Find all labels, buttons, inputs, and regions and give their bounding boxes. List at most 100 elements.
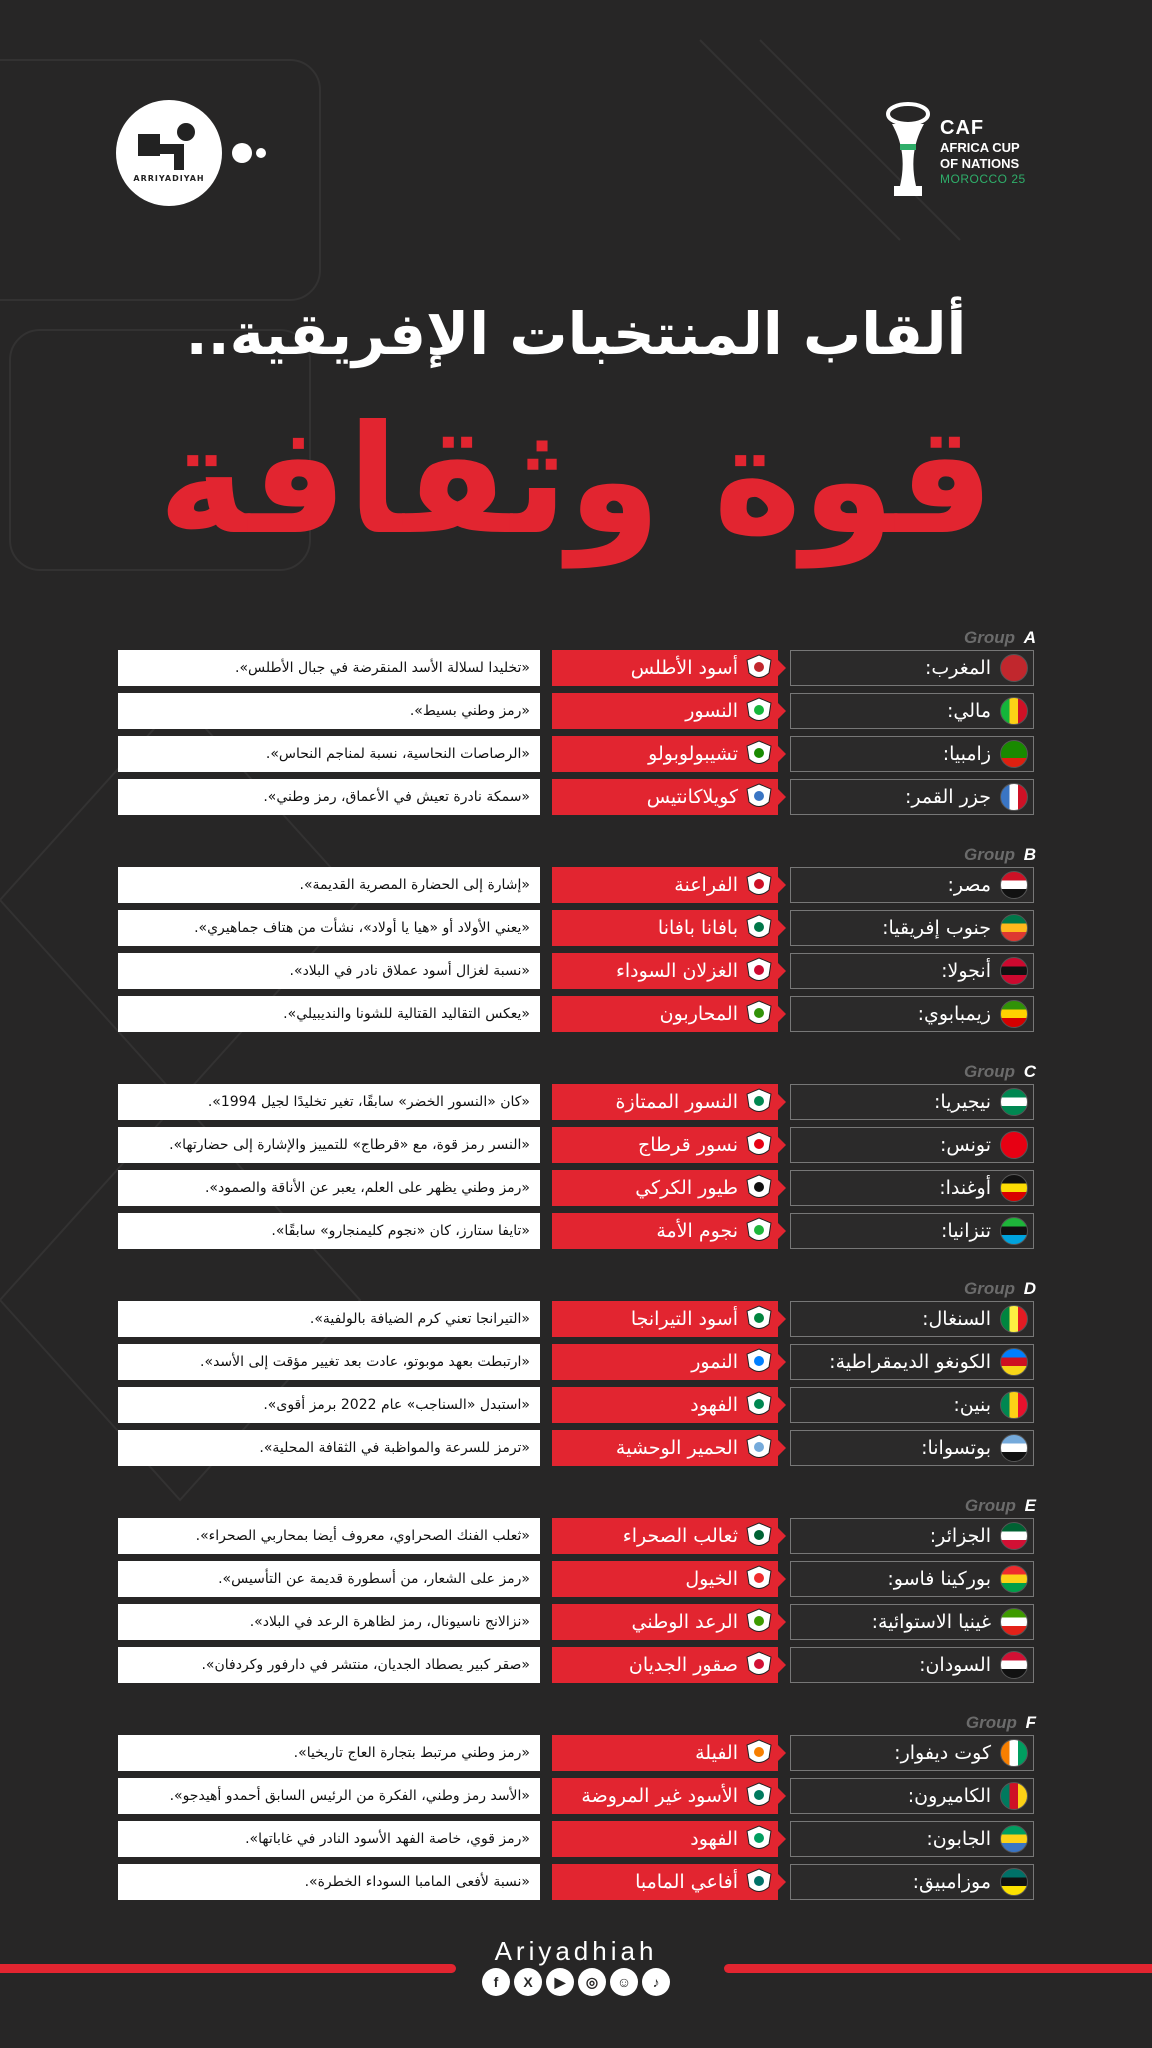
nickname-description-cell: «تخليدا لسلالة الأسد المنقرضة في جبال ال…: [118, 650, 540, 686]
country-name: زامبيا:: [942, 743, 991, 765]
team-nickname: الخيول: [685, 1568, 738, 1590]
flag-icon: [1000, 1608, 1028, 1636]
nickname-description: «تايفا ستارز، كان «نجوم كليمنجارو» سابقً…: [271, 1223, 530, 1239]
team-row: تنزانيا: نجوم الأمة «تايفا ستارز، كان «نجو…: [0, 1213, 1152, 1249]
snapchat-icon[interactable]: ☺: [610, 1968, 638, 1996]
federation-crest-icon: [744, 1824, 774, 1854]
team-nickname: تشيبولوبولو: [648, 743, 738, 765]
youtube-icon[interactable]: ▶: [546, 1968, 574, 1996]
footer-brand-name: Ariyadhiah: [494, 1936, 658, 1966]
nickname-description: «يعني الأولاد أو «هيا يا أولاد»، نشأت من…: [194, 920, 530, 936]
nickname-description-cell: «الرصاصات النحاسية، نسبة لمناجم النحاس».: [118, 736, 540, 772]
arrow-icon: [778, 703, 786, 719]
flag-icon: [1000, 1565, 1028, 1593]
brand-dots: [232, 142, 270, 163]
team-row: بوتسوانا: الحمير الوحشية «ترمز للسرعة والم…: [0, 1430, 1152, 1466]
nickname-cell: الخيول: [552, 1561, 786, 1597]
team-row: زامبيا: تشيبولوبولو «الرصاصات النحاسية، نس…: [0, 736, 1152, 772]
team-row: جنوب إفريقيا: بافانا بافانا «يعني الأولاد …: [0, 910, 1152, 946]
country-cell: الكونغو الديمقراطية:: [790, 1344, 1034, 1380]
nickname-cell: كويلاكانتيس: [552, 779, 786, 815]
nickname-description-cell: «النسر رمز قوة، مع «قرطاج» للتمييز والإش…: [118, 1127, 540, 1163]
team-row: الجابون: الفهود «رمز قوي، خاصة الفهد الأسو…: [0, 1821, 1152, 1857]
team-nickname: النسور الممتازة: [615, 1091, 738, 1113]
federation-crest-icon: [744, 782, 774, 812]
nickname-cell: الحمير الوحشية: [552, 1430, 786, 1466]
country-name: الكونغو الديمقراطية:: [829, 1351, 991, 1373]
arrow-icon: [778, 963, 786, 979]
trophy-icon: [886, 102, 930, 196]
group-letter: D: [1023, 1279, 1036, 1298]
team-nickname: بافانا بافانا: [657, 917, 738, 939]
federation-crest-icon: [744, 1130, 774, 1160]
nickname-description-cell: «ارتبطت بعهد موبوتو، عادت بعد تغيير مؤقت…: [118, 1344, 540, 1380]
nickname-cell: نجوم الأمة: [552, 1213, 786, 1249]
title-line-2: قوة وثقافة: [157, 394, 995, 568]
group-label-text: Group: [963, 1062, 1015, 1081]
facebook-icon[interactable]: f: [482, 1968, 510, 1996]
team-nickname: الفهود: [690, 1828, 738, 1850]
arrow-icon: [778, 1571, 786, 1587]
team-nickname: أفاعي المامبا: [635, 1871, 738, 1893]
nickname-description: «الرصاصات النحاسية، نسبة لمناجم النحاس».: [265, 746, 530, 762]
team-row: بوركينا فاسو: الخيول «رمز على الشعار، من أ…: [0, 1561, 1152, 1597]
caf-line-3: OF NATIONS: [940, 156, 1020, 171]
country-name: الجابون:: [926, 1828, 991, 1850]
nickname-cell: أفاعي المامبا: [552, 1864, 786, 1900]
group-label: Group B: [964, 845, 1036, 865]
caf-line-2: AFRICA CUP: [940, 140, 1020, 155]
country-cell: السودان:: [790, 1647, 1034, 1683]
group-b: Group B مصر: الفراعنة «إشارة إلى الحضارة ال…: [0, 845, 1152, 1062]
tiktok-icon[interactable]: ♪: [642, 1968, 670, 1996]
group-d: Group D السنغال: أسود التيرانجا «التيرانجا …: [0, 1279, 1152, 1496]
instagram-icon[interactable]: ◎: [578, 1968, 606, 1996]
federation-crest-icon: [744, 956, 774, 986]
team-nickname: النمور: [691, 1351, 738, 1373]
country-cell: أوغندا:: [790, 1170, 1034, 1206]
team-row: زيمبابوي: المحاربون «يعكس التقاليد القتالي…: [0, 996, 1152, 1032]
team-nickname: كويلاكانتيس: [646, 786, 738, 808]
flag-icon: [1000, 1434, 1028, 1462]
nickname-description-cell: «رمز وطني بسيط».: [118, 693, 540, 729]
team-nickname: أسود التيرانجا: [630, 1308, 738, 1330]
nickname-cell: النسور: [552, 693, 786, 729]
country-cell: زيمبابوي:: [790, 996, 1034, 1032]
federation-crest-icon: [744, 999, 774, 1029]
arrow-icon: [778, 1657, 786, 1673]
group-label-text: Group: [963, 1279, 1015, 1298]
group-e: Group E الجزائر: ثعالب الصحراء «ثعلب الفنك …: [0, 1496, 1152, 1713]
country-name: الكاميرون:: [907, 1785, 991, 1807]
team-row: الكونغو الديمقراطية: النمور «ارتبطت بعهد م…: [0, 1344, 1152, 1380]
country-name: غينيا الاستوائية:: [871, 1611, 991, 1633]
x-icon[interactable]: X: [514, 1968, 542, 1996]
nickname-description-cell: «ترمز للسرعة والمواظبة في الثقافة المحلي…: [118, 1430, 540, 1466]
federation-crest-icon: [744, 1173, 774, 1203]
nickname-description: «رمز وطني يظهر على العلم، يعبر عن الأناق…: [204, 1180, 530, 1196]
group-label-text: Group: [963, 845, 1015, 864]
team-nickname: نسور قرطاج: [637, 1134, 738, 1156]
nickname-description: «يعكس التقاليد القتالية للشونا والنديبيل…: [283, 1006, 530, 1022]
flag-icon: [1000, 957, 1028, 985]
group-label: Group C: [964, 1062, 1036, 1082]
team-nickname: الفراعنة: [674, 874, 738, 896]
federation-crest-icon: [744, 739, 774, 769]
team-nickname: الحمير الوحشية: [615, 1437, 738, 1459]
arrow-icon: [778, 1180, 786, 1196]
country-cell: زامبيا:: [790, 736, 1034, 772]
nickname-cell: الفيلة: [552, 1735, 786, 1771]
group-letter: E: [1024, 1496, 1036, 1515]
nickname-cell: الفهود: [552, 1387, 786, 1423]
team-row: أنجولا: الغزلان السوداء «نسبة لغزال أسود ع…: [0, 953, 1152, 989]
arrow-icon: [778, 1831, 786, 1847]
nickname-description-cell: «رمز قوي، خاصة الفهد الأسود النادر في غا…: [118, 1821, 540, 1857]
federation-crest-icon: [744, 1433, 774, 1463]
nickname-description-cell: «استبدل «السناجب» عام 2022 برمز أقوى».: [118, 1387, 540, 1423]
caf-word: CAF: [940, 117, 985, 139]
country-name: تونس:: [939, 1134, 991, 1156]
caf-afcon-logo: CAF AFRICA CUP OF NATIONS MOROCCO 25: [882, 100, 1042, 200]
nickname-description-cell: «كان «النسور الخضر» سابقًا، تغير تخليدًا…: [118, 1084, 540, 1120]
country-cell: الجزائر:: [790, 1518, 1034, 1554]
arrow-icon: [778, 1788, 786, 1804]
country-cell: جنوب إفريقيا:: [790, 910, 1034, 946]
country-cell: تونس:: [790, 1127, 1034, 1163]
